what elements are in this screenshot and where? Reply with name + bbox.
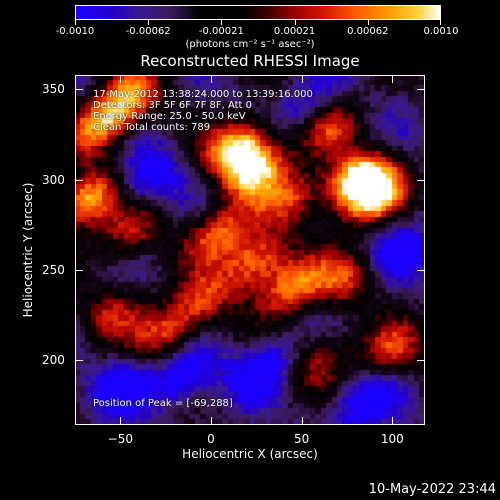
colorbar-tick-label: 0.00021 bbox=[273, 26, 316, 37]
colorbar-gradient bbox=[76, 6, 440, 19]
x-tick-mark bbox=[301, 417, 303, 425]
annotation-peak-position: Position of Peak = [-69,288] bbox=[93, 398, 233, 409]
x-tick-mark bbox=[392, 417, 394, 425]
y-tick-mark bbox=[417, 89, 425, 91]
y-tick-mark bbox=[417, 269, 425, 271]
annotation-detectors: Detectors: 3F 5F 6F 7F 8F, Att 0 bbox=[93, 100, 253, 111]
heatmap-plot-area bbox=[75, 75, 425, 425]
x-tick-label: −50 bbox=[107, 432, 133, 446]
x-axis-label: Heliocentric X (arcsec) bbox=[182, 447, 318, 461]
y-tick-label: 350 bbox=[42, 82, 65, 97]
colorbar-tick-label: -0.00021 bbox=[198, 26, 244, 37]
x-tick-mark bbox=[211, 75, 212, 83]
annotation-energy-range: Energy Range: 25.0 - 50.0 keV bbox=[93, 111, 246, 122]
chart-title: Reconstructed RHESSI Image bbox=[140, 52, 360, 70]
colorbar-tick-mark bbox=[75, 20, 76, 25]
x-tick-mark bbox=[211, 417, 212, 425]
colorbar-tick-mark bbox=[148, 20, 150, 25]
colorbar-tick-label: 0.00062 bbox=[347, 26, 389, 37]
colorbar-tick-mark bbox=[221, 20, 223, 25]
y-tick-mark bbox=[75, 360, 83, 362]
heatmap-canvas bbox=[75, 75, 425, 425]
x-tick-mark bbox=[120, 417, 122, 425]
y-tick-label: 200 bbox=[42, 353, 65, 368]
colorbar-unit-label: (photons cm⁻² s⁻¹ asec⁻²) bbox=[185, 39, 315, 50]
y-tick-mark bbox=[417, 360, 425, 362]
y-axis-label: Heliocentric Y (arcsec) bbox=[21, 182, 35, 318]
x-tick-label: 0 bbox=[207, 432, 215, 446]
colorbar-tick-mark bbox=[367, 20, 369, 25]
colorbar-tick-label: 0.0010 bbox=[423, 26, 459, 37]
colorbar-tick-mark bbox=[294, 20, 296, 25]
y-tick-label: 300 bbox=[42, 172, 65, 187]
x-tick-label: 100 bbox=[380, 432, 404, 446]
y-tick-mark bbox=[75, 89, 83, 91]
x-tick-mark bbox=[301, 75, 303, 83]
y-tick-mark bbox=[75, 269, 83, 271]
y-tick-label: 250 bbox=[42, 262, 65, 277]
annotation-clean-counts: Clean Total counts: 789 bbox=[93, 122, 211, 133]
y-tick-mark bbox=[75, 179, 83, 181]
x-tick-label: 50 bbox=[294, 432, 310, 446]
x-tick-mark bbox=[392, 75, 394, 83]
colorbar-tick-label: -0.00062 bbox=[125, 26, 171, 37]
y-tick-mark bbox=[417, 179, 425, 181]
footer-timestamp: 10-May-2022 23:44 bbox=[368, 482, 496, 497]
x-tick-mark bbox=[120, 75, 122, 83]
colorbar bbox=[75, 5, 441, 20]
annotation-time-range: 17-May-2012 13:38:24.000 to 13:39:16.000 bbox=[93, 89, 313, 100]
colorbar-tick-label: -0.0010 bbox=[55, 26, 95, 37]
colorbar-tick-mark bbox=[440, 20, 441, 25]
